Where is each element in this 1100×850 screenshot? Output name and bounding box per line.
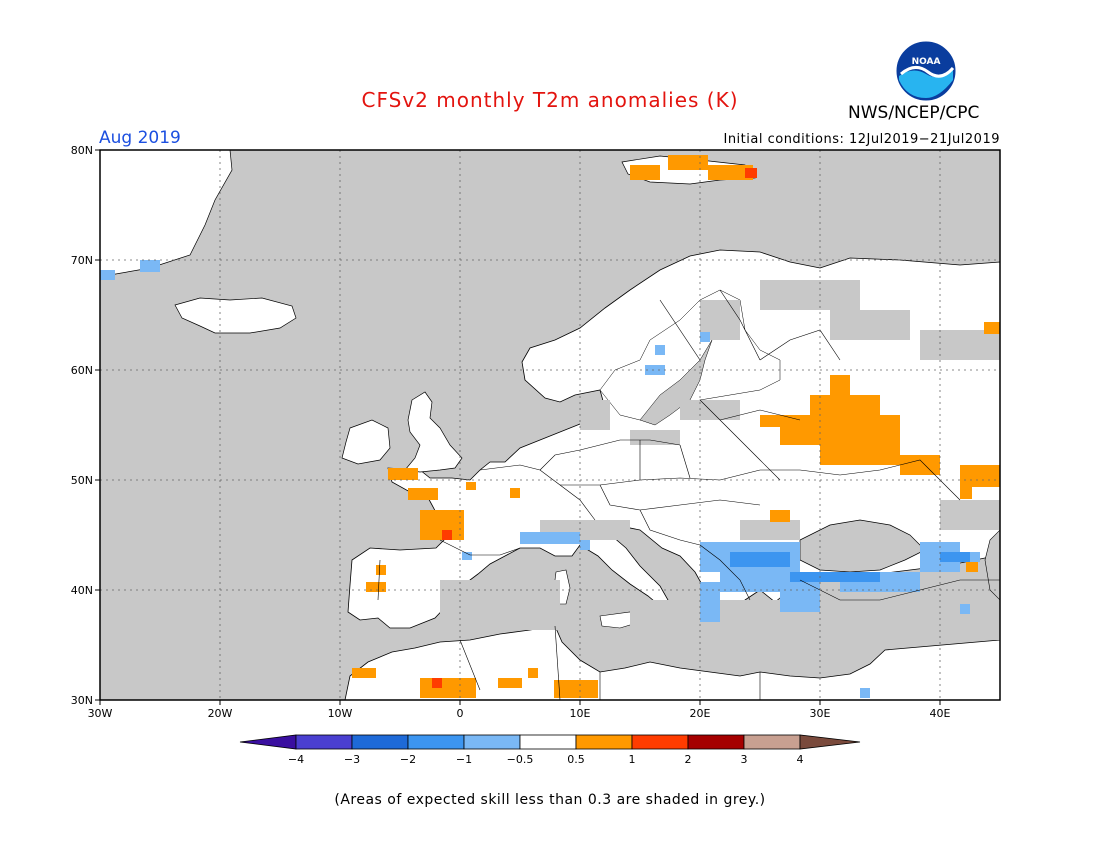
colorbar-swatch (407, 734, 465, 750)
colorbar-swatch (743, 734, 801, 750)
strong-warm-anomalies (432, 168, 757, 688)
footnote: (Areas of expected skill less than 0.3 a… (334, 792, 766, 808)
lon-tick-labels: 30W 20W 10W 0 10E 20E 30E 40E (88, 707, 951, 720)
ireland-land (341, 419, 391, 465)
lon-tick-label: 20W (208, 707, 233, 720)
initial-conditions: Initial conditions: 12Jul2019−21Jul2019 (723, 132, 1000, 147)
lat-tick-label: 60N (71, 364, 93, 377)
map-title: CFSv2 monthly T2m anomalies (K) (361, 88, 739, 112)
country-borders (377, 289, 1000, 700)
lon-tick-label: 20E (690, 707, 711, 720)
tick-marks (95, 149, 941, 705)
map-frame (99, 149, 1001, 701)
colorbar-swatch (295, 734, 353, 750)
colorbar-label: 0.5 (567, 753, 585, 766)
lat-tick-label: 80N (71, 144, 93, 157)
agency-label: NWS/NCEP/CPC (848, 103, 980, 123)
colorbar: −4 −3 −2 −1 −0.5 0.5 1 2 3 4 (239, 734, 861, 766)
lon-tick-label: 10E (570, 707, 591, 720)
caspian-sea (984, 529, 1000, 601)
map-area (100, 150, 1000, 700)
colorbar-swatch (351, 734, 409, 750)
lat-tick-label: 40N (71, 584, 93, 597)
baltic-sea (639, 339, 713, 426)
iceland-land (174, 297, 297, 334)
colorbar-swatch (519, 734, 577, 750)
lon-tick-label: 0 (457, 707, 464, 720)
lat-tick-label: 30N (71, 694, 93, 707)
lon-tick-label: 40E (930, 707, 951, 720)
colorbar-label: 2 (685, 753, 692, 766)
great-britain-land (404, 391, 463, 473)
colorbar-swatch (631, 734, 689, 750)
lat-tick-label: 70N (71, 254, 93, 267)
gridlines (100, 150, 1000, 700)
noaa-logo: NOAA (895, 40, 957, 102)
colorbar-label: −3 (344, 753, 360, 766)
colorbar-label: −4 (288, 753, 304, 766)
lat-tick-label: 50N (71, 474, 93, 487)
colorbar-label: −1 (456, 753, 472, 766)
colorbar-swatch (463, 734, 521, 750)
colorbar-high-arrow (799, 734, 861, 750)
forecast-month: Aug 2019 (99, 128, 181, 148)
colorbar-label: −0.5 (507, 753, 534, 766)
black-sea (799, 519, 926, 573)
lon-tick-label: 30W (88, 707, 113, 720)
logo-text: NOAA (912, 57, 941, 67)
colorbar-swatch (687, 734, 745, 750)
lon-tick-label: 30E (810, 707, 831, 720)
colorbar-label: −2 (400, 753, 416, 766)
colorbar-label: 3 (741, 753, 748, 766)
colorbar-swatch (575, 734, 633, 750)
moderate-cool-anomalies (730, 552, 970, 582)
colorbar-label: 4 (797, 753, 804, 766)
colorbar-low-arrow (239, 734, 297, 750)
lon-tick-label: 10W (328, 707, 353, 720)
lat-tick-labels: 30N 40N 50N 60N 70N 80N (71, 144, 93, 707)
colorbar-label: 1 (629, 753, 636, 766)
